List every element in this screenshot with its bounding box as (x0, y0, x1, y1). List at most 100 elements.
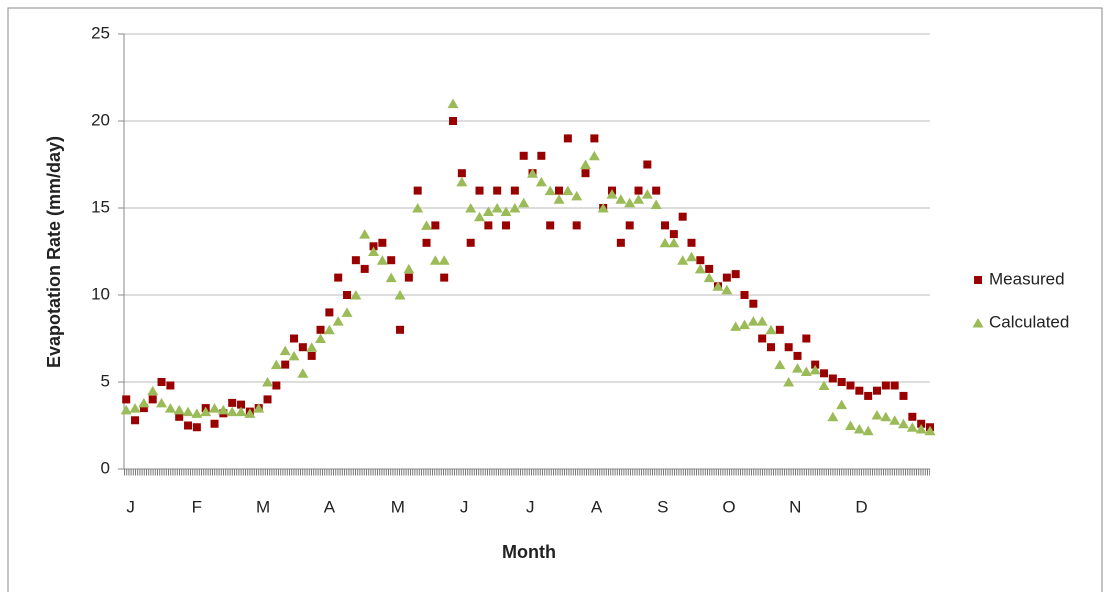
point (421, 220, 433, 230)
point (756, 316, 768, 326)
point (802, 334, 811, 343)
point (563, 134, 572, 143)
point (438, 255, 450, 265)
point (694, 263, 706, 274)
point (413, 186, 422, 195)
point (500, 206, 512, 216)
point (262, 377, 274, 387)
point (281, 360, 290, 369)
point (747, 316, 759, 326)
point (474, 211, 486, 222)
point (677, 255, 689, 265)
y-tick-label: 15 (91, 197, 110, 216)
point (509, 203, 521, 213)
point (767, 343, 776, 352)
point (341, 307, 353, 317)
legend-label: Calculated (989, 312, 1069, 331)
point (404, 273, 413, 282)
point (696, 256, 705, 265)
point (270, 359, 282, 370)
point (332, 316, 344, 326)
point (279, 345, 291, 356)
point (431, 221, 440, 230)
point (200, 406, 212, 417)
point (368, 246, 380, 256)
point (475, 186, 484, 195)
point (652, 186, 661, 195)
point (800, 366, 812, 377)
y-tick-label: 20 (91, 110, 110, 129)
point (422, 238, 431, 247)
point (881, 381, 890, 390)
y-tick-label: 25 (91, 23, 110, 42)
point (924, 425, 936, 436)
point (845, 420, 857, 430)
point (661, 221, 670, 230)
point (890, 381, 899, 390)
legend-marker (972, 318, 984, 328)
point (616, 238, 625, 247)
point (440, 273, 449, 282)
point (139, 404, 148, 413)
point (889, 415, 901, 425)
point (306, 342, 318, 352)
y-tick-label: 10 (91, 284, 110, 303)
point (378, 238, 387, 247)
chart-frame (7, 7, 1103, 592)
point (739, 319, 751, 330)
point (272, 381, 281, 390)
point (351, 256, 360, 265)
x-tick-label: J (526, 497, 535, 516)
point (307, 351, 316, 360)
point (244, 408, 256, 418)
point (572, 221, 581, 230)
point (571, 190, 583, 201)
point (323, 324, 335, 335)
point (156, 397, 168, 408)
x-tick-label: J (126, 497, 135, 516)
point (827, 411, 839, 422)
point (562, 185, 574, 196)
point (184, 421, 193, 430)
point (669, 230, 678, 239)
point (537, 151, 546, 160)
point (447, 98, 459, 109)
point (343, 291, 352, 299)
point (659, 237, 671, 248)
point (449, 117, 458, 125)
point (581, 169, 590, 178)
point (120, 404, 132, 415)
point (853, 423, 865, 434)
point (705, 264, 714, 273)
point (360, 264, 369, 273)
point (403, 263, 415, 274)
point (226, 406, 238, 417)
point (917, 419, 926, 428)
y-axis-title: Evapotation Rate (mm/day) (44, 136, 64, 368)
point (535, 176, 547, 187)
point (668, 237, 680, 248)
point (510, 186, 519, 195)
point (157, 378, 166, 386)
point (376, 255, 388, 265)
point (864, 391, 873, 400)
point (173, 404, 185, 415)
point (131, 416, 140, 425)
point (147, 385, 159, 396)
point (484, 221, 493, 230)
point (237, 400, 246, 409)
point (396, 325, 405, 334)
point (730, 321, 742, 331)
point (871, 410, 883, 420)
point (721, 284, 733, 295)
x-tick-label: S (657, 497, 668, 516)
point (855, 386, 864, 395)
point (846, 381, 855, 390)
point (350, 290, 362, 300)
x-tick-label: M (391, 497, 405, 516)
point (722, 273, 731, 282)
point (758, 334, 767, 343)
point (191, 408, 203, 418)
point (297, 368, 309, 378)
point (792, 363, 804, 373)
